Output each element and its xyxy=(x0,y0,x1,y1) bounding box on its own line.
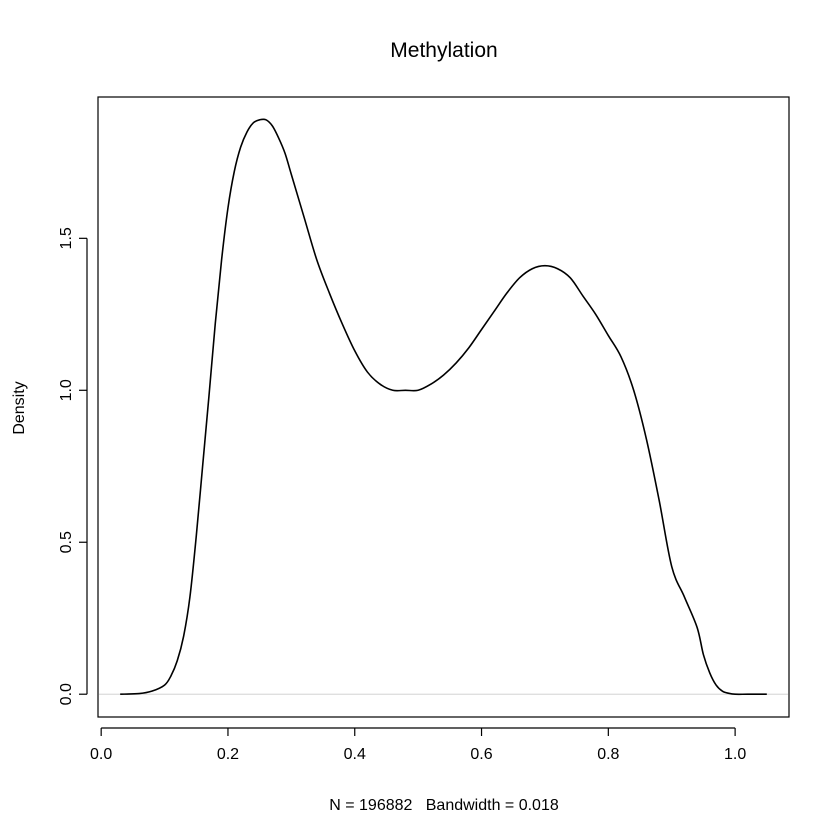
density-curve xyxy=(120,118,767,696)
y-tick-label: 0.5 xyxy=(58,531,75,553)
x-axis-label: N = 196882 Bandwidth = 0.018 xyxy=(329,797,559,814)
chart-title: Methylation xyxy=(390,39,497,62)
y-tick-label: 0.0 xyxy=(58,683,75,705)
y-axis: 0.0 0.5 1.0 1.5 xyxy=(58,227,88,705)
x-axis: 0.0 0.2 0.4 0.6 0.8 1.0 xyxy=(90,727,746,763)
x-tick-label: 0.8 xyxy=(597,746,619,763)
x-tick-label: 1.0 xyxy=(724,746,746,763)
x-tick-label: 0.6 xyxy=(470,746,492,763)
y-axis-label: Density xyxy=(11,381,28,434)
x-tick-label: 0.2 xyxy=(217,746,239,763)
x-tick-label: 0.4 xyxy=(344,746,366,763)
plot-frame xyxy=(97,96,790,718)
y-tick-label: 1.5 xyxy=(58,227,75,249)
y-tick-label: 1.0 xyxy=(58,379,75,401)
x-tick-label: 0.0 xyxy=(90,746,112,763)
